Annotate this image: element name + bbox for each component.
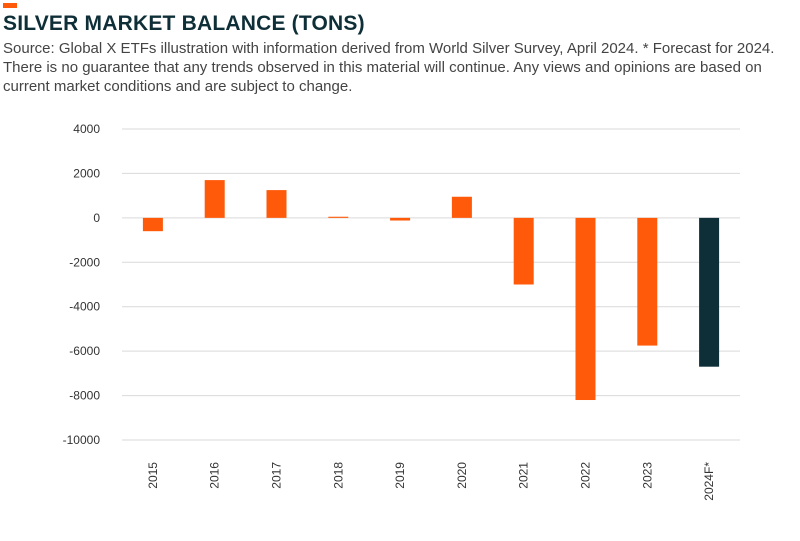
x-tick-label: 2017 (270, 462, 284, 489)
x-axis-ticks: 2015 2016 2017 2018 2019 2020 2021 2022 2023 2024… (146, 462, 716, 501)
y-tick-label: -10000 (63, 433, 101, 447)
bar-2017 (266, 190, 287, 218)
x-tick-label: 2023 (640, 462, 654, 489)
x-tick-label: 2015 (146, 462, 160, 489)
bar-2024f (699, 217, 720, 367)
x-tick-label: 2022 (579, 462, 593, 489)
chart-source-note: Source: Global X ETFs illustration with … (3, 40, 775, 95)
bar-2018 (328, 216, 349, 218)
y-tick-label: 2000 (73, 166, 100, 180)
x-tick-label: 2019 (393, 462, 407, 489)
x-tick-label: 2020 (455, 462, 469, 489)
y-tick-label: 4000 (73, 122, 100, 136)
bar-2023 (637, 217, 658, 346)
x-tick-label: 2018 (331, 462, 345, 489)
y-tick-label: 0 (93, 211, 100, 225)
x-tick-label: 2021 (517, 462, 531, 489)
y-tick-label: -6000 (69, 344, 100, 358)
y-tick-label: -2000 (69, 255, 100, 269)
x-tick-label: 2016 (208, 462, 222, 489)
bar-2020 (451, 196, 472, 218)
bar-2019 (390, 217, 411, 221)
bars (142, 180, 720, 401)
bar-2016 (204, 180, 225, 218)
y-tick-label: -8000 (69, 389, 100, 403)
gridlines (122, 128, 740, 441)
bar-2015 (142, 217, 163, 232)
chart-title: SILVER MARKET BALANCE (TONS) (3, 12, 365, 35)
x-tick-label: 2024F* (702, 462, 716, 501)
accent-bar (3, 3, 17, 8)
y-tick-label: -4000 (69, 300, 100, 314)
y-axis-ticks: 4000 2000 0 -2000 -4000 -6000 -8000 -10000 (63, 122, 101, 447)
bar-2022 (575, 217, 596, 401)
bar-2021 (513, 217, 534, 285)
